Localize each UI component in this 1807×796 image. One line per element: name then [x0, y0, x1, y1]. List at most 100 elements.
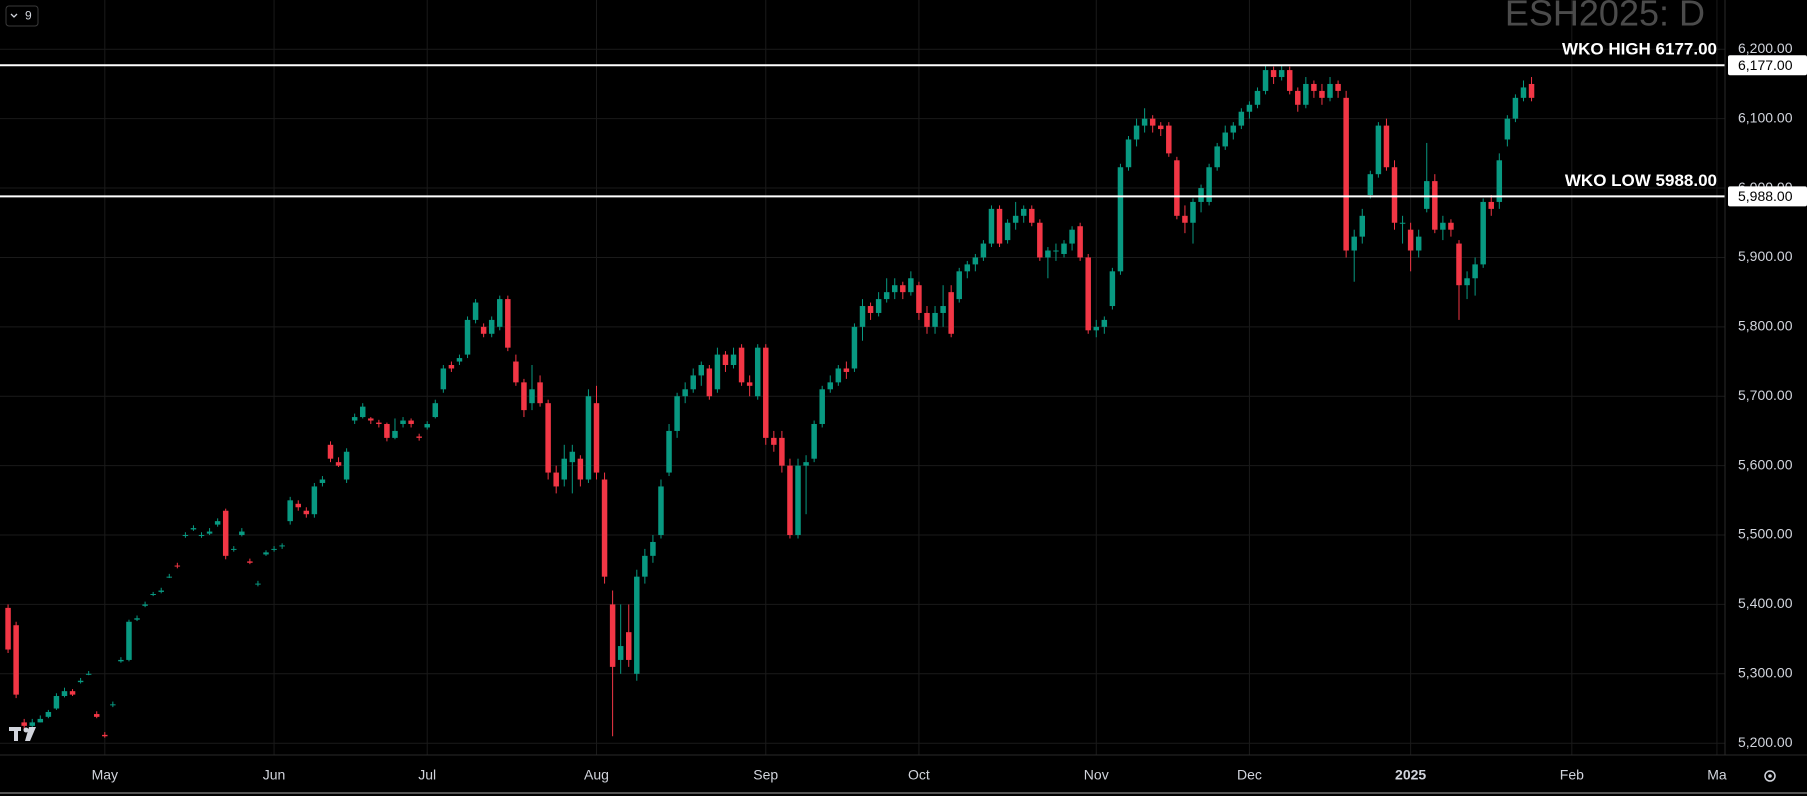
candle-body [1528, 83, 1535, 98]
candle-body [1440, 222, 1446, 230]
candle-body [37, 718, 44, 723]
candle-body [609, 604, 616, 667]
candle-body [1504, 118, 1511, 140]
candle-body [690, 375, 696, 390]
candle-body [867, 306, 874, 313]
candle-body [142, 604, 148, 606]
candle-body [1222, 132, 1228, 147]
candle-body [1520, 87, 1527, 98]
candle-body [424, 423, 430, 428]
y-tick-label: 5,900.00 [1738, 248, 1793, 264]
candle-body [1375, 125, 1382, 175]
candle-body [335, 462, 342, 466]
candle-body [295, 503, 301, 508]
candle-body [1456, 243, 1462, 286]
candle-body [29, 722, 35, 726]
candle-body [996, 208, 1003, 244]
candle-body [126, 621, 132, 660]
candle-body [1069, 229, 1075, 244]
candle-body [311, 486, 318, 515]
candle-body [779, 437, 785, 466]
candle-body [464, 319, 471, 355]
gear-center [1768, 774, 1772, 778]
candle-body [1311, 83, 1317, 91]
candle-body [1415, 236, 1422, 251]
logo-part [23, 727, 29, 733]
candle-body [1464, 278, 1470, 286]
candle-body [754, 347, 761, 397]
candle-body [110, 704, 116, 706]
price-label-box [1728, 186, 1807, 207]
candle-body [1335, 83, 1341, 91]
candle-body [1488, 201, 1494, 209]
x-tick-label: May [92, 767, 118, 783]
candle-body [222, 510, 229, 556]
candle-body [1424, 181, 1430, 209]
candle-body [1407, 229, 1414, 251]
candle-body [843, 368, 850, 372]
settings-button[interactable] [1764, 770, 1776, 782]
candle-body [21, 722, 27, 726]
candle-body [932, 312, 938, 327]
candle-body [513, 361, 519, 383]
candle-body [319, 479, 326, 483]
candle-body [900, 285, 906, 293]
candle-body [924, 312, 930, 327]
candle-body [940, 306, 946, 313]
candle-body [1061, 243, 1067, 254]
candle-body [537, 382, 543, 404]
indicator-count: 9 [25, 9, 32, 23]
candle-body [1262, 70, 1269, 91]
candle-body [851, 326, 858, 369]
candle-body [803, 462, 809, 466]
candle-body [1085, 257, 1091, 331]
candle-body [1383, 125, 1390, 168]
candle-body [1182, 215, 1188, 223]
candle-body [859, 306, 866, 327]
candle-body [166, 576, 173, 578]
candle-body [1109, 271, 1116, 307]
candle-body [303, 510, 310, 515]
candle-body [795, 465, 801, 536]
candle-body [343, 451, 350, 480]
candle-body [118, 659, 124, 662]
candle-body [1343, 97, 1349, 251]
candle-body [190, 528, 197, 530]
grid [0, 0, 1725, 755]
candle-body [746, 382, 753, 386]
candle-body [327, 444, 334, 459]
candle-body [416, 436, 422, 438]
candle-body [497, 299, 503, 327]
y-tick-label: 5,200.00 [1738, 734, 1793, 750]
candle-body [1278, 70, 1285, 78]
candle-body [158, 590, 164, 592]
candle-body [730, 354, 737, 366]
candle-body [1125, 139, 1132, 168]
x-tick-label: Feb [1560, 767, 1584, 783]
candle-body [488, 319, 495, 334]
candle-body [1303, 83, 1309, 105]
indicator-toggle[interactable]: 9 [5, 5, 39, 27]
candle-body [1117, 167, 1124, 272]
gear-icon[interactable] [1764, 770, 1776, 782]
candle-body [964, 264, 971, 272]
candle-body [625, 632, 632, 660]
candle-body [480, 326, 487, 334]
candle-body [875, 299, 882, 313]
candle-body [617, 646, 624, 660]
candle-body [674, 396, 680, 431]
y-tick-label: 5,600.00 [1738, 456, 1793, 472]
level-annotation: WKO HIGH 6177.00 [1562, 40, 1717, 59]
candle-body [819, 389, 825, 424]
candle-body [85, 673, 92, 675]
candle-body [980, 243, 987, 258]
x-tick-label: Dec [1237, 767, 1262, 783]
candle-body [1399, 222, 1406, 224]
candle-body [255, 583, 261, 585]
candle-body [432, 403, 439, 418]
candle-body [529, 389, 535, 404]
candle-body [174, 565, 181, 567]
toggle-box[interactable] [5, 5, 39, 27]
candle-body [722, 354, 729, 366]
